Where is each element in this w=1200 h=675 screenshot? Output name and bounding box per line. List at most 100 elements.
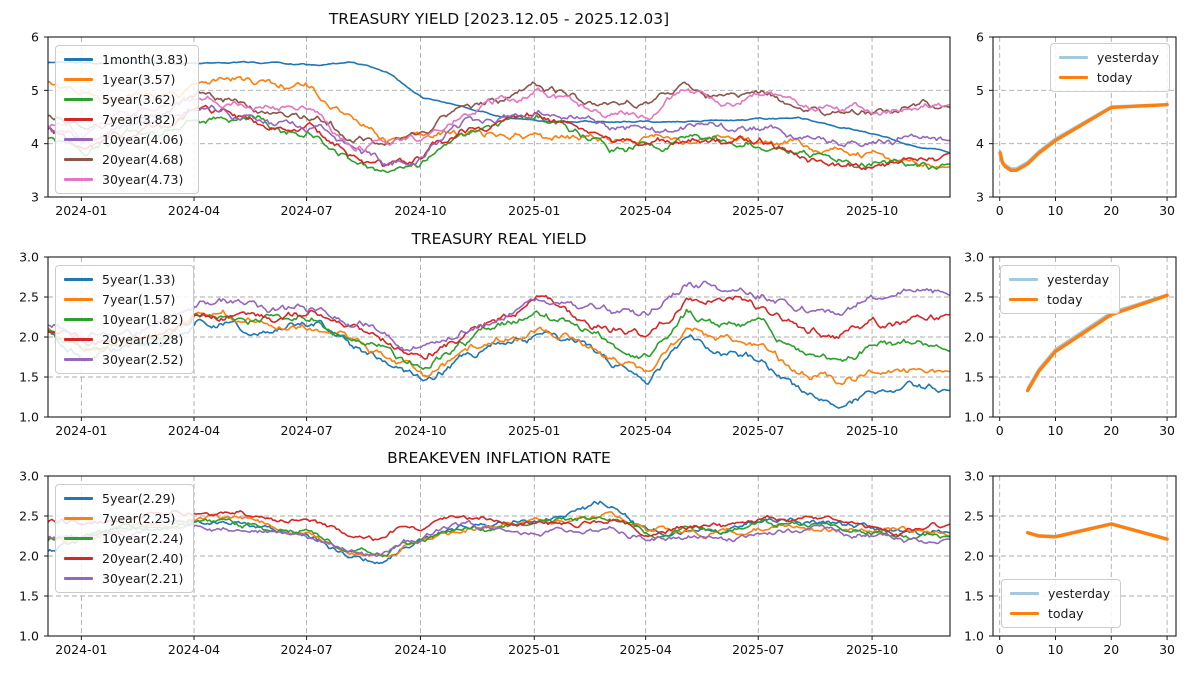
x-tick-label: 2025-04 [620,203,672,218]
x-tick-label: 2024-01 [55,642,107,657]
y-tick-label: 1.0 [964,629,984,644]
x-tick-label: 10 [1048,423,1064,438]
legend-label: today [1096,70,1133,85]
x-tick-label: 30 [1159,642,1175,657]
series-line-30year [48,519,950,558]
main-chart-svg-treasury-real-yield: 1.0 1.5 2.0 2.5 3.0 2024-01 2024-04 2024-07 2024… [19,250,951,438]
curve-line-today [1025,522,1169,541]
y-tick-label: 3 [31,190,39,205]
legend-item-30year: 30year(2.52) [64,350,183,369]
legend-label: 30year(2.52) [102,352,184,367]
legend-line-30year [64,358,93,361]
legend-line-20year [64,557,93,560]
legend-label: 5year(1.33) [102,272,176,287]
legend-item-7year: 7year(1.57) [64,290,183,309]
legend-line-7year [64,517,93,520]
x-tick-label: 2024-04 [168,423,220,438]
legend-line-yesterday [1010,592,1039,595]
legend-line-1month [64,58,93,61]
yield-curve-plot-treasury-yield: 3 4 5 6 0 10 20 30 yesterday today [976,30,1177,218]
curve-line-today [1025,293,1169,393]
legend-item-20year: 20year(2.40) [64,549,183,568]
legend-label: 5year(2.29) [102,491,176,506]
treasury-yield-curve-ticks: 3 4 5 6 0 10 20 30 [976,30,1175,219]
x-tick-label: 20 [1103,423,1119,438]
treasury-real-yield-curve-ticks: 1.0 1.5 2.0 2.5 3.0 0 10 20 30 [964,250,1175,439]
legend-item-1month: 1month(3.83) [64,50,188,69]
legend-line-1year [64,78,93,81]
plot-border [992,36,1177,198]
legend-item-5year: 5year(2.29) [64,489,183,508]
x-tick-label: 20 [1103,642,1119,657]
y-tick-label: 4 [976,136,984,151]
plot-border [47,475,951,637]
legend-item-1year: 1year(3.57) [64,70,188,89]
legend-label: today [1048,606,1084,621]
x-tick-label: 30 [1159,203,1175,218]
series-line-5year [48,318,950,409]
legend-line-5year [64,98,93,101]
treasury-yield-ticks: 3 4 5 6 2024-01 2024-04 2024-07 2024-10 2025-01 2… [31,30,898,219]
legend-item-10year: 10year(4.06) [64,130,188,149]
x-tick-label: 2024-07 [280,642,332,657]
legend-breakeven-inflation-rate: 5year(2.29) 7year(2.25) 10year(2.24) 20year… [55,484,195,593]
y-tick-label: 2.0 [19,330,39,345]
series-line-7year [48,309,950,386]
x-tick-label: 2025-10 [846,423,898,438]
x-tick-label: 2024-07 [280,423,332,438]
legend-label: 30year(2.21) [102,571,184,586]
x-tick-label: 2024-01 [55,203,107,218]
legend-label: 7year(3.82) [102,112,176,127]
legend-label: 7year(1.57) [102,292,176,307]
legend-item-20year: 20year(2.28) [64,330,183,349]
x-tick-label: 2024-10 [394,203,446,218]
legend-line-7year [64,118,93,121]
x-tick-label: 2025-01 [508,642,560,657]
legend-label: 10year(1.82) [102,312,184,327]
curve-line-yesterday [998,103,1169,170]
x-tick-label: 0 [996,203,1004,218]
legend-label: yesterday [1048,586,1111,601]
x-tick-label: 2025-01 [508,203,560,218]
y-tick-label: 1.0 [964,410,984,425]
y-tick-label: 3 [976,190,984,205]
legend-line-7year [64,298,93,301]
y-tick-label: 2.0 [964,330,984,345]
legend-label: today [1047,292,1083,307]
legend-item-today: today [1009,290,1109,309]
y-tick-label: 6 [31,30,39,45]
curve-line-today [998,103,1169,173]
legend-item-yesterday: yesterday [1010,584,1110,603]
series-group [48,500,950,565]
legend-item-30year: 30year(4.73) [64,170,188,189]
legend-line-30year [64,577,93,580]
legend-label: yesterday [1096,50,1159,65]
x-tick-label: 2025-10 [846,203,898,218]
y-tick-label: 5 [976,83,984,98]
y-tick-label: 1.5 [964,370,984,385]
legend-label: 20year(2.40) [102,551,184,566]
y-tick-label: 1.5 [19,370,39,385]
x-tick-label: 20 [1103,203,1119,218]
x-tick-label: 2024-01 [55,423,107,438]
legend-treasury-yield: 1month(3.83) 1year(3.57) 5year(3.62) 7year(… [55,45,200,194]
curve-chart-svg-treasury-real-yield: 1.0 1.5 2.0 2.5 3.0 0 10 20 30 [964,250,1177,438]
breakeven-inflation-rate-curve-ticks: 1.0 1.5 2.0 2.5 3.0 0 10 20 30 [964,469,1175,658]
yield-curve-plot-breakeven-inflation-rate: 1.0 1.5 2.0 2.5 3.0 0 10 20 30 yesterday today [964,469,1177,657]
legend-label: 20year(4.68) [102,152,184,167]
y-tick-label: 1.5 [19,589,39,604]
legend-label: 1year(3.57) [102,72,176,87]
y-tick-label: 2.5 [19,509,39,524]
y-tick-label: 4 [31,136,39,151]
legend-label: 10year(4.06) [102,132,184,147]
x-tick-label: 2024-10 [394,642,446,657]
curve-legend-breakeven-inflation-rate: yesterday today [1001,579,1122,628]
legend-line-10year [64,537,93,540]
x-tick-label: 10 [1048,203,1064,218]
curve-legend-treasury-yield: yesterday today [1049,43,1170,92]
legend-item-yesterday: yesterday [1009,270,1109,289]
legend-line-today [1058,75,1088,80]
x-tick-label: 30 [1159,423,1175,438]
y-tick-label: 3.0 [19,469,39,484]
